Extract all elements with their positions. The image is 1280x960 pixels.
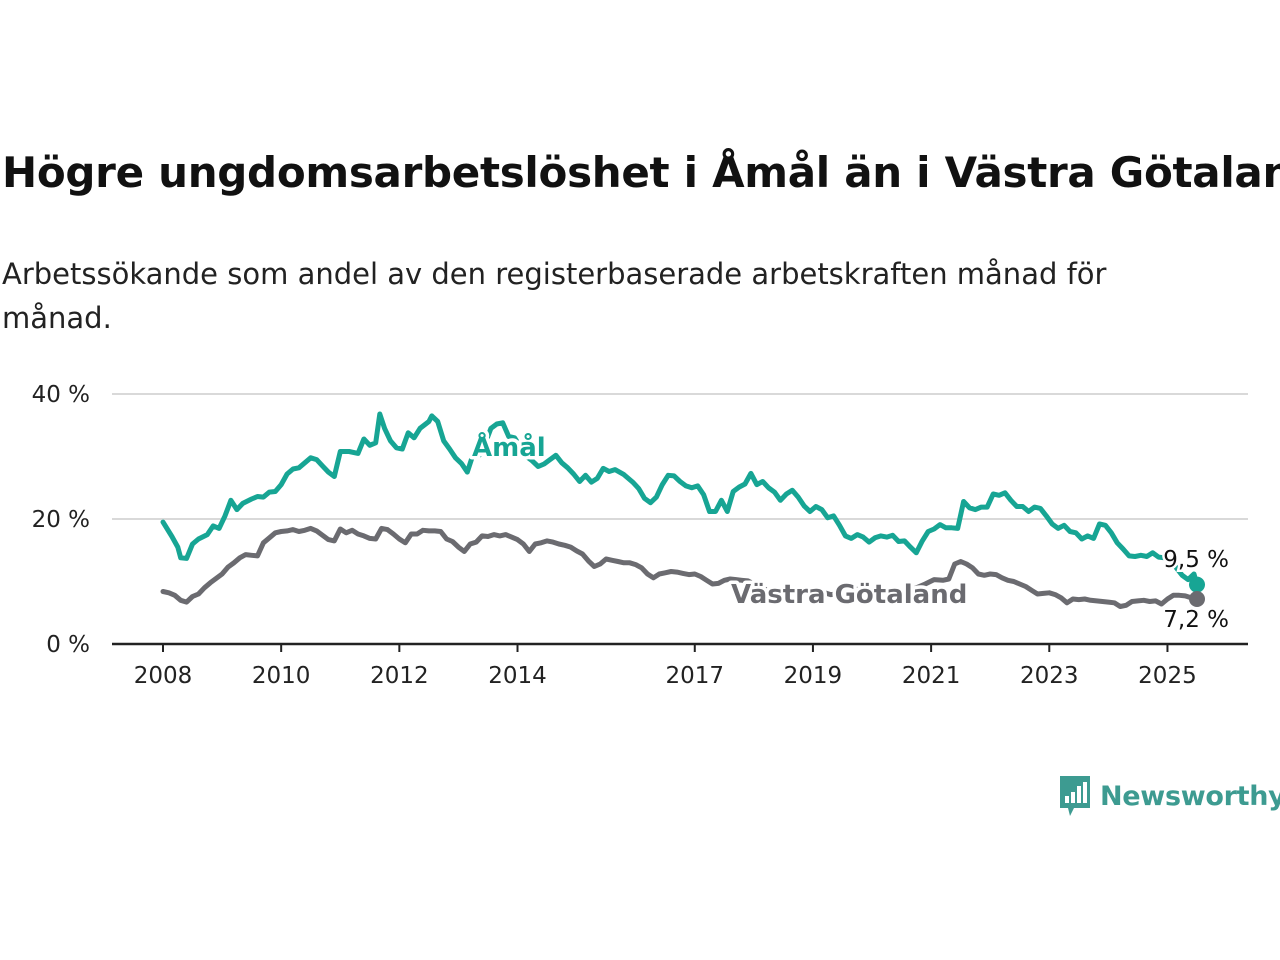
x-tick-label: 2019 (784, 663, 843, 689)
y-tick-label: 0 % (46, 632, 90, 658)
bar-chart-speech-bubble-icon (1060, 776, 1090, 816)
x-tick-label: 2025 (1138, 663, 1197, 689)
y-tick-label: 40 % (32, 382, 90, 408)
chart-title: Högre ungdomsarbetslöshet i Åmål än i Vä… (2, 148, 1280, 197)
series-line-vastra-gotaland (160, 525, 1200, 609)
x-axis-ticks: 2008 2010 2012 2014 2017 2019 2021 2023 2025 (134, 644, 1197, 689)
x-tick-label: 2008 (134, 663, 193, 689)
series-label-vastra-gotaland: Västra Götaland (731, 580, 967, 610)
series-line-amal (160, 411, 1200, 588)
brand-name: Newsworthy (1100, 780, 1280, 812)
y-tick-label: 20 % (32, 507, 90, 533)
series-label-amal: Åmål (472, 431, 546, 463)
label-layer: Åmål Västra Götaland 9,5 % 7,2 % (469, 428, 1232, 636)
x-tick-label: 2010 (252, 663, 311, 689)
series-layer (160, 411, 1200, 609)
newsworthy-brand[interactable]: Newsworthy (1058, 772, 1280, 820)
chart-subtitle: Arbetssökande som andel av den registerb… (2, 257, 1107, 335)
end-point-vastra-gotaland (1189, 591, 1205, 607)
end-point-amal (1189, 576, 1205, 593)
x-tick-label: 2023 (1020, 663, 1079, 689)
x-tick-label: 2017 (665, 663, 724, 689)
x-tick-label: 2021 (902, 663, 961, 689)
end-label-amal: 9,5 % (1163, 547, 1229, 573)
y-axis-ticks: 40 % 20 % 0 % (32, 382, 90, 658)
x-tick-label: 2012 (370, 663, 429, 689)
x-tick-label: 2014 (488, 663, 547, 689)
line-chart: 40 % 20 % 0 % 2008 2010 2012 2014 2017 2019 2021… (32, 382, 1248, 689)
grid-layer (112, 393, 1248, 520)
end-label-vastra-gotaland: 7,2 % (1163, 607, 1229, 633)
